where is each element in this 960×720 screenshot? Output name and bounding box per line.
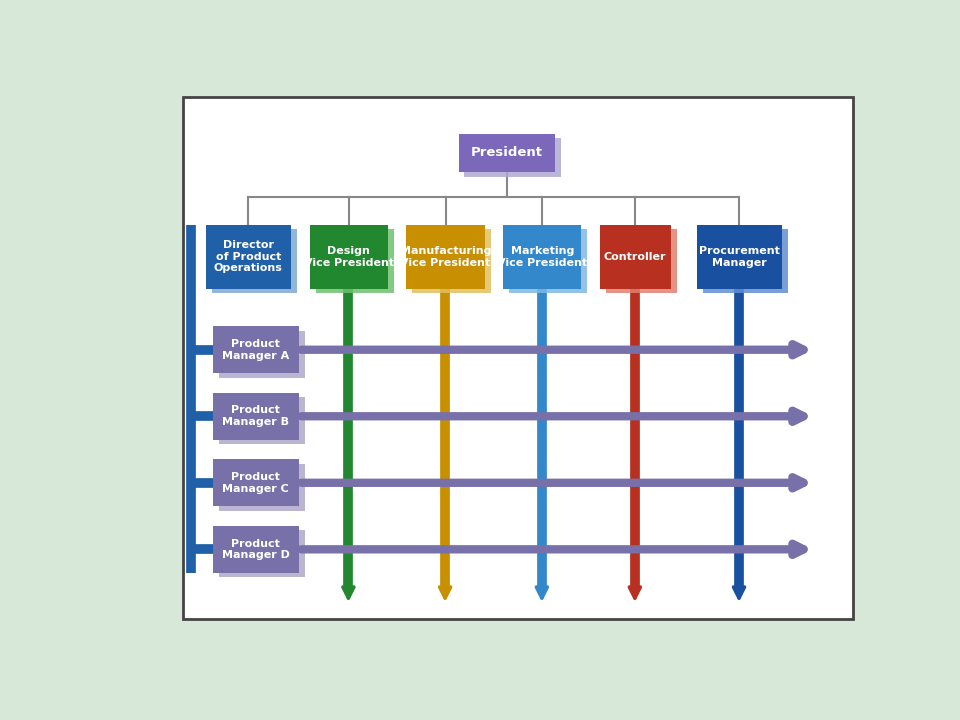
Text: Procurement
Manager: Procurement Manager [699,246,780,268]
FancyBboxPatch shape [219,397,304,444]
FancyBboxPatch shape [310,225,388,289]
Text: Director
of Product
Operations: Director of Product Operations [214,240,283,274]
FancyBboxPatch shape [509,230,588,293]
FancyBboxPatch shape [697,225,782,289]
Text: Product
Manager A: Product Manager A [222,339,289,361]
Text: Product
Manager C: Product Manager C [223,472,289,494]
FancyBboxPatch shape [406,225,485,289]
FancyBboxPatch shape [703,230,788,293]
FancyBboxPatch shape [600,225,670,289]
FancyBboxPatch shape [219,530,304,577]
Text: Marketing
Vice President: Marketing Vice President [497,246,588,268]
FancyBboxPatch shape [413,230,491,293]
Text: Product
Manager B: Product Manager B [223,405,289,427]
FancyBboxPatch shape [213,526,299,573]
Text: Product
Manager D: Product Manager D [222,539,290,560]
FancyBboxPatch shape [183,97,852,618]
FancyBboxPatch shape [205,225,291,289]
FancyBboxPatch shape [606,230,677,293]
FancyBboxPatch shape [316,230,394,293]
FancyBboxPatch shape [211,230,297,293]
Text: President: President [470,146,543,159]
Text: Controller: Controller [604,252,666,262]
FancyBboxPatch shape [213,459,299,506]
FancyBboxPatch shape [459,133,555,172]
FancyBboxPatch shape [219,330,304,378]
FancyBboxPatch shape [465,138,562,177]
FancyBboxPatch shape [219,464,304,510]
FancyBboxPatch shape [213,326,299,373]
FancyBboxPatch shape [213,392,299,440]
Text: Manufacturing
Vice President: Manufacturing Vice President [399,246,492,268]
Text: Design
Vice President: Design Vice President [303,246,394,268]
FancyBboxPatch shape [503,225,581,289]
